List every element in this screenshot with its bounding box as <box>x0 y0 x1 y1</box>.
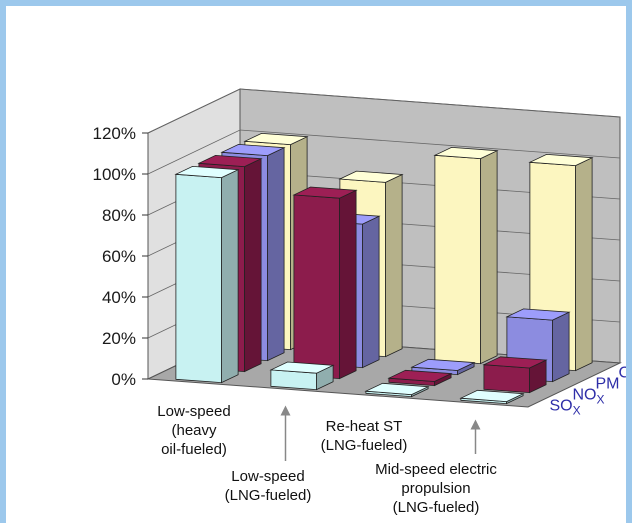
bar-sox-0 <box>174 165 240 384</box>
category-label-2: Re-heat ST (LNG-fueled) <box>321 418 408 454</box>
series-label-3: CO2 <box>619 365 627 385</box>
bar-sox-1 <box>269 361 335 391</box>
category-label-1: Low-speed (LNG-fueled) <box>225 405 312 504</box>
svg-text:Mid-speed electric: Mid-speed electric <box>375 461 497 478</box>
bar-co2-2 <box>433 146 499 365</box>
y-tick-label: 80% <box>102 206 136 225</box>
svg-text:(LNG-fueled): (LNG-fueled) <box>225 487 312 504</box>
svg-text:Low-speed: Low-speed <box>157 403 230 420</box>
svg-text:propulsion: propulsion <box>401 480 470 497</box>
series-label-2: PM <box>596 376 620 393</box>
y-tick-label: 20% <box>102 329 136 348</box>
svg-text:oil-fueled): oil-fueled) <box>161 441 227 458</box>
y-tick-label: 120% <box>93 124 136 143</box>
y-tick-label: 40% <box>102 288 136 307</box>
y-tick-label: 60% <box>102 247 136 266</box>
y-tick-label: 100% <box>93 165 136 184</box>
bar-sox-3 <box>459 389 525 405</box>
bar-nox-2 <box>387 369 453 387</box>
svg-text:Low-speed: Low-speed <box>231 468 304 485</box>
svg-text:(heavy: (heavy <box>171 422 217 439</box>
chart-frame: 0% 20% 40% 60% 80% 100% 120% Low-speed (heavy oi… <box>6 6 626 523</box>
bar-pm-2 <box>410 358 476 376</box>
series-labels: SOXNOXPMCO2 <box>550 365 627 418</box>
category-label-0: Low-speed (heavy oil-fueled) <box>157 403 230 458</box>
svg-text:Re-heat ST: Re-heat ST <box>326 418 403 435</box>
y-tick-label: 0% <box>111 370 136 389</box>
bar-sox-2 <box>364 382 430 398</box>
category-labels: Low-speed(heavyoil-fueled)Low-speed(LNG-… <box>157 403 497 516</box>
gridline <box>147 88 621 134</box>
bar-nox-3 <box>482 356 548 394</box>
svg-text:(LNG-fueled): (LNG-fueled) <box>321 437 408 454</box>
bars <box>174 132 594 405</box>
gridline <box>147 129 621 175</box>
emissions-3d-bar-chart: 0% 20% 40% 60% 80% 100% 120% Low-speed (heavy oi… <box>93 88 627 516</box>
svg-text:(LNG-fueled): (LNG-fueled) <box>393 499 480 516</box>
category-label-3: Mid-speed electric propulsion (LNG-fueled) <box>375 419 497 516</box>
bar-nox-1 <box>292 186 358 380</box>
